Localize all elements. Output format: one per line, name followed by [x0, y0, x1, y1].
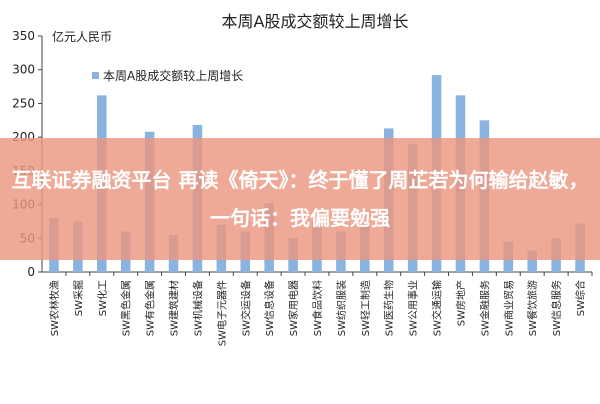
x-tick-label: SW黑色金属: [120, 280, 133, 336]
y-tick-label: 0: [27, 265, 35, 279]
x-tick-label: SW有色金属: [144, 280, 157, 336]
x-tick-label: SW公用事业: [407, 280, 420, 336]
headline-text: 互联证券融资平台 再读《倚天》：终于懂了周芷若为何输给赵敏，一句话：我偏要勉强: [11, 168, 589, 230]
x-tick-label: SW餐饮旅游: [526, 280, 539, 336]
x-tick-label: SW商业贸易: [502, 280, 515, 336]
y-tick-label: 300: [12, 63, 35, 77]
x-tick-label: SW房地产: [454, 280, 467, 326]
x-tick-label: SW金融服务: [478, 280, 491, 336]
x-tick-label: SW采掘: [72, 280, 85, 316]
x-tick-label: SW综合: [574, 280, 587, 316]
chart-title: 本周A股成交额较上周增长: [222, 12, 409, 31]
y-axis-label: 亿元人民币: [52, 29, 112, 44]
bar: [527, 250, 537, 272]
x-tick-label: SW农林牧渔: [48, 280, 61, 336]
headline-banner: 互联证券融资平台 再读《倚天》：终于懂了周芷若为何输给赵敏，一句话：我偏要勉强: [0, 138, 600, 260]
x-tick-label: SW建筑建材: [168, 280, 181, 336]
y-tick-label: 250: [12, 96, 35, 110]
x-tick-label: SW食品饮料: [311, 280, 324, 336]
x-tick-label: SW轻工制造: [359, 280, 372, 336]
legend-swatch: [92, 72, 99, 79]
legend: 本周A股成交额较上周增长: [92, 68, 243, 83]
legend-label: 本周A股成交额较上周增长: [103, 68, 243, 83]
x-tick-label: SW信息服务: [550, 280, 563, 336]
x-tick-label: SW交运设备: [239, 280, 252, 336]
x-tick-labels: SW农林牧渔 SW采掘 SW化工 SW黑色金属 SW有色金属 SW建筑建材 SW机械设备 SW…: [48, 280, 587, 346]
x-tick-label: SW医药生物: [383, 280, 396, 336]
x-tick-label: SW机械设备: [191, 280, 204, 336]
x-tick-label: SW交通运输: [431, 280, 444, 336]
y-tick-label: 350: [12, 29, 35, 43]
x-tick-label: SW纺织服装: [335, 280, 348, 336]
x-tick-label: SW化工: [96, 280, 109, 316]
x-tick-label: SW信息设备: [263, 280, 276, 336]
x-tick-label: SW家用电器: [287, 280, 300, 336]
x-tick-label: SW电子元器件: [215, 280, 228, 346]
